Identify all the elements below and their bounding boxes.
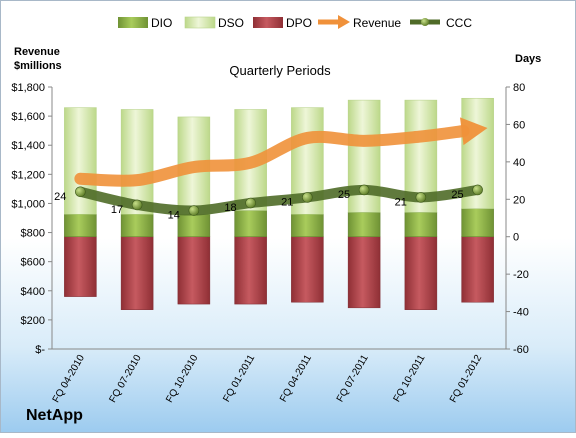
right-tick-label: 40 (513, 157, 525, 169)
left-tick-label: $800 (21, 228, 45, 240)
right-tick-label: 80 (513, 82, 525, 94)
ccc-data-label: 25 (451, 189, 463, 201)
left-tick-label: $1,600 (11, 111, 45, 123)
legend-label-revenue: Revenue (353, 16, 401, 30)
ccc-data-label: 25 (338, 189, 350, 201)
ccc-data-label: 21 (395, 196, 407, 208)
legend-label-dio: DIO (151, 16, 172, 30)
ccc-data-label: 18 (224, 202, 236, 214)
legend-swatch-dio (118, 17, 148, 28)
ccc-point (415, 192, 427, 203)
bar-dio (120, 214, 154, 237)
bar-dpo (120, 236, 154, 310)
ccc-point (188, 205, 200, 216)
left-axis-label-line1: Revenue (14, 46, 60, 58)
bar-dio (177, 214, 211, 237)
ccc-point (358, 184, 370, 196)
left-tick-label: $1,000 (11, 198, 45, 210)
left-tick-label: $400 (21, 286, 45, 298)
legend-label-dpo: DPO (286, 16, 312, 30)
bar-dpo (404, 236, 438, 310)
bar-dio (234, 210, 267, 237)
left-tick-label: $- (35, 344, 45, 356)
right-tick-label: 20 (513, 194, 525, 206)
legend-swatch-revenue-arrow (338, 15, 350, 29)
right-tick-label: 60 (513, 119, 525, 131)
right-tick-label: 0 (513, 232, 519, 244)
company-name: NetApp (26, 407, 83, 424)
ccc-point (75, 186, 86, 198)
legend-swatch-dso (184, 16, 216, 29)
ccc-point (131, 199, 143, 211)
chart-title: Quarterly Periods (229, 63, 331, 78)
ccc-point (302, 192, 313, 203)
legend-label-dso: DSO (218, 16, 244, 30)
bar-dpo (64, 236, 97, 297)
bar-dpo (234, 236, 267, 305)
revenue-line (74, 125, 470, 187)
ccc-data-label: 14 (168, 210, 180, 222)
bar-dio (404, 212, 438, 237)
left-tick-label: $1,200 (11, 169, 45, 181)
ccc-point (472, 184, 483, 196)
left-axis-label-line2: $millions (14, 60, 62, 72)
bar-dpo (291, 236, 324, 303)
legend-label-ccc: CCC (446, 16, 472, 30)
bar-dpo (461, 236, 494, 303)
ccc-data-label: 24 (54, 191, 66, 203)
ccc-data-label: 17 (111, 204, 123, 216)
right-tick-label: -40 (513, 307, 529, 319)
left-tick-label: $600 (21, 257, 45, 269)
bar-dio (291, 214, 324, 237)
ccc-point (245, 197, 256, 209)
left-tick-label: $1,400 (11, 140, 45, 152)
revenue-arrowhead (459, 117, 488, 146)
bar-dio (347, 212, 381, 237)
legend-swatch-ccc-dot (421, 18, 429, 26)
bar-dio (461, 208, 494, 237)
left-tick-label: $1,800 (11, 82, 45, 94)
legend-swatch-dpo (253, 17, 283, 28)
bar-dpo (347, 236, 381, 309)
right-tick-label: -60 (513, 344, 529, 356)
right-axis-label: Days (515, 53, 541, 65)
bar-dpo (177, 236, 211, 305)
right-tick-label: -20 (513, 269, 529, 281)
bar-dso (120, 109, 154, 215)
left-tick-label: $200 (21, 315, 45, 327)
ccc-data-label: 21 (281, 196, 293, 208)
bar-dio (64, 214, 97, 237)
legend: DIO DSO DPO Revenue CCC (118, 15, 472, 30)
